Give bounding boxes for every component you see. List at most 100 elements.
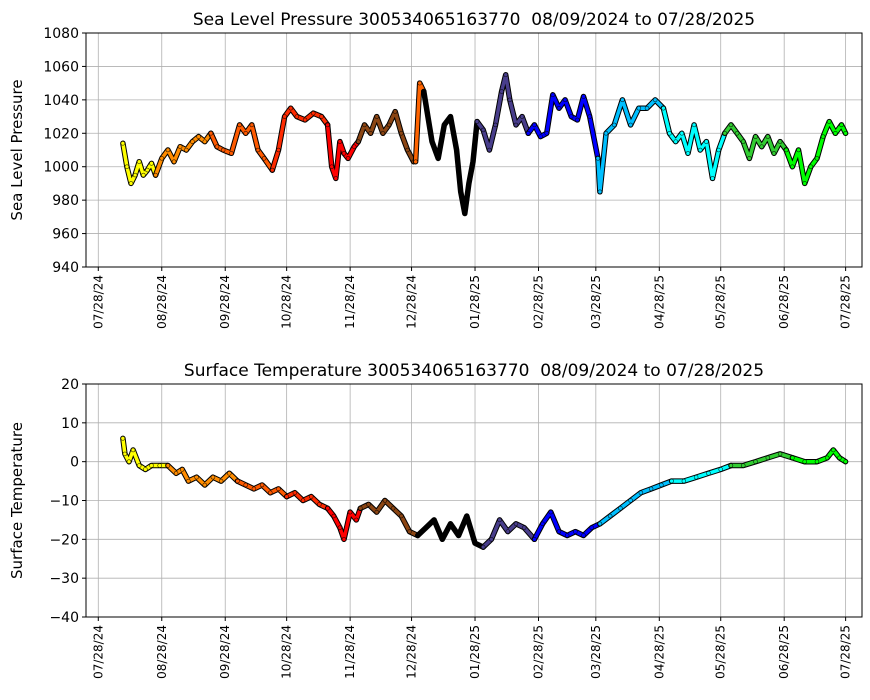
temperature-ytick-label: −30 (49, 571, 79, 587)
temperature-xtick-label: 11/28/24 (343, 625, 357, 679)
temperature-series-0-point (136, 463, 142, 468)
pressure-series-10-point (628, 122, 633, 128)
pressure-series-0-point (128, 181, 134, 186)
pressure-series-9-point (532, 122, 537, 128)
temperature-series-0-point (130, 447, 136, 453)
pressure-series-11-point (710, 176, 715, 181)
pressure-series-9-point (526, 131, 531, 136)
pressure-series-11-point (679, 131, 685, 136)
temperature-xtick-label: 01/28/25 (468, 625, 482, 679)
temperature-series-9-point (597, 521, 603, 527)
pressure-series-2-point (255, 147, 261, 153)
pressure-series-12-point (728, 122, 734, 128)
pressure-series-2-point (214, 144, 220, 149)
temperature-series-1-point (218, 478, 224, 484)
pressure-series-3-point (294, 114, 300, 119)
temperature-series-12-point (802, 459, 807, 464)
pressure-series-7-point (454, 147, 459, 153)
temperature-ytick-label: −20 (49, 532, 79, 548)
temperature-ytick-label: 10 (61, 416, 79, 432)
temperature-series-0-point (122, 451, 128, 457)
pressure-series-11-point (685, 151, 691, 156)
temperature-series-4-line (325, 506, 363, 542)
pressure-series-3-point (270, 167, 275, 173)
pressure-xtick-label: 06/28/25 (777, 275, 791, 329)
temperature-series-12-point (831, 447, 836, 453)
pressure-series-0-point (136, 159, 142, 164)
temperature-series-9-point (607, 513, 613, 519)
temperature-series-3-point (308, 494, 314, 499)
pressure-series-4-point (351, 144, 357, 149)
pressure-series-5-line (356, 109, 416, 164)
pressure-series-10-outline (595, 97, 667, 195)
pressure-xtick-label: 11/28/24 (343, 275, 357, 329)
pressure-series-0-point (124, 164, 130, 169)
pressure-series-4-point (345, 156, 351, 161)
temperature-series-12-point (814, 459, 820, 464)
temperature-xtick-label: 05/28/25 (714, 625, 728, 679)
pressure-series-2-point (261, 156, 267, 161)
pressure-series-4-point (337, 139, 343, 144)
pressure-series-4-point (325, 122, 330, 128)
pressure-series-7-point (462, 211, 468, 216)
temperature-series-11-point (740, 463, 746, 468)
temperature-series-5-point (358, 506, 363, 511)
pressure-xtick-label: 02/28/25 (531, 275, 545, 329)
pressure-series-11-point (661, 105, 666, 111)
pressure-series-9-point (569, 114, 574, 119)
temperature-series-1-point (179, 467, 185, 472)
pressure-series-11-point (667, 131, 672, 136)
temperature-series-5-point (382, 498, 388, 503)
temperature-series-10-point (669, 478, 674, 484)
pressure-series-8-point (474, 119, 480, 124)
pressure-ytick-label: 1060 (43, 59, 79, 75)
temperature-series-6-point (448, 521, 453, 527)
temperature-ytick-label: 20 (61, 377, 79, 393)
pressure-series-7-point (425, 114, 431, 119)
pressure-series-3-point (302, 117, 308, 123)
temperature-series-9-point (618, 506, 623, 511)
pressure-series-13-point (843, 131, 848, 136)
pressure-series-2-point (249, 122, 255, 128)
temperature-series-0-point (126, 459, 132, 464)
pressure-series-13-point (820, 134, 826, 139)
pressure-xtick-label: 04/28/25 (652, 275, 666, 329)
pressure-series-9-point (556, 105, 562, 111)
temperature-series-2-point (276, 486, 281, 492)
temperature-series-9-point (628, 498, 633, 503)
temperature-series-4-point (325, 506, 330, 511)
temperature-xtick-label: 04/28/25 (652, 625, 666, 679)
pressure-series-13-point (802, 181, 807, 186)
temperature-series-1-point (165, 463, 171, 468)
pressure-series-2-point (229, 151, 234, 156)
pressure-series-1-point (196, 134, 201, 139)
temperature-series-9-point (638, 490, 644, 495)
temperature-series-3-point (300, 498, 306, 503)
temperature-series-11-point (753, 459, 758, 464)
pressure-series-0-point (141, 172, 146, 178)
pressure-series-8-point (507, 97, 513, 103)
pressure-series-3-point (276, 147, 281, 153)
pressure-series-5-point (374, 114, 379, 119)
pressure-series-8-point (519, 114, 525, 119)
temperature-series-8-point (581, 533, 586, 538)
temperature-series-7-point (480, 544, 486, 550)
pressure-series-1-line (153, 131, 213, 177)
pressure-series-6-point (413, 159, 418, 164)
temperature-series-12-point (843, 459, 848, 464)
pressure-series-13-point (796, 147, 801, 153)
temperature-series-8-point (540, 521, 545, 527)
pressure-ytick-label: 1040 (43, 93, 79, 109)
temperature-series-4-point (341, 537, 347, 542)
pressure-series-12-point (734, 131, 740, 136)
pressure-series-10-point (612, 122, 617, 128)
pressure-series-2-point (208, 131, 214, 136)
temperature-series-1-point (227, 471, 232, 476)
pressure-axes-frame (85, 32, 863, 268)
pressure-series-12-point (759, 144, 764, 149)
temperature-series-8-point (548, 509, 554, 515)
temperature-xtick-label: 10/28/24 (280, 625, 294, 679)
pressure-series-12-point (740, 139, 746, 144)
pressure-series-8-point (487, 147, 492, 153)
